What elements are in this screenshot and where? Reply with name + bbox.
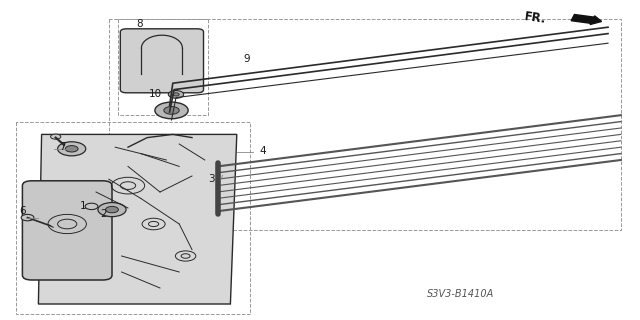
FancyBboxPatch shape	[22, 181, 112, 280]
Circle shape	[168, 91, 184, 98]
Text: FR.: FR.	[524, 10, 547, 26]
Circle shape	[85, 203, 98, 210]
Circle shape	[65, 146, 78, 152]
Circle shape	[58, 142, 86, 156]
Text: 3: 3	[208, 173, 214, 184]
Circle shape	[51, 134, 61, 139]
Circle shape	[164, 107, 179, 114]
FancyBboxPatch shape	[120, 29, 204, 93]
Circle shape	[173, 93, 179, 96]
Polygon shape	[38, 134, 237, 304]
FancyArrow shape	[571, 14, 602, 25]
Circle shape	[21, 214, 34, 221]
Text: 9: 9	[243, 54, 250, 64]
Text: 4: 4	[259, 146, 266, 156]
Text: 6: 6	[19, 206, 26, 216]
Text: 2: 2	[100, 209, 107, 220]
Text: 7: 7	[60, 142, 66, 152]
Circle shape	[155, 102, 188, 119]
Circle shape	[98, 203, 126, 217]
Circle shape	[106, 206, 118, 213]
Text: 1: 1	[80, 201, 86, 211]
Text: 8: 8	[136, 19, 143, 29]
Text: 10: 10	[149, 89, 162, 99]
Text: S3V3-B1410A: S3V3-B1410A	[427, 289, 495, 300]
